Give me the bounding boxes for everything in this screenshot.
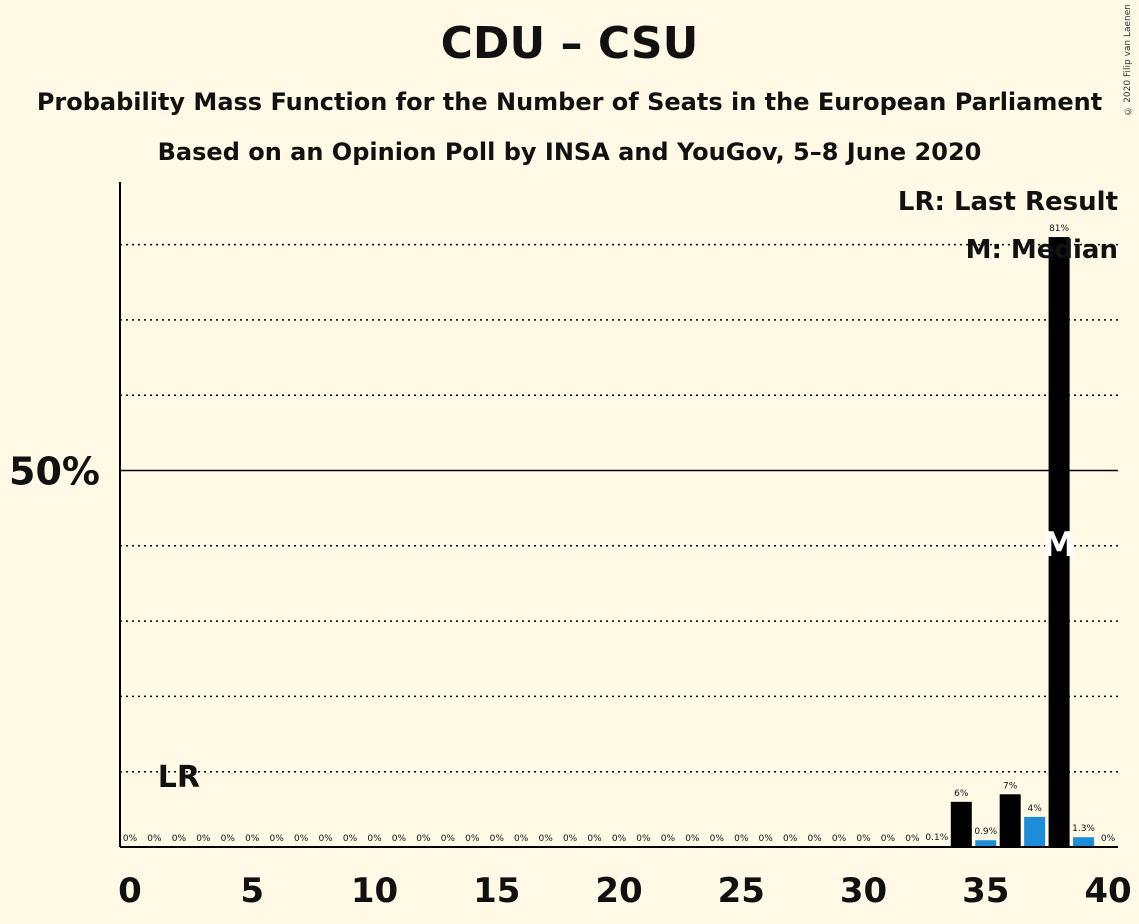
bar-label: 0%: [514, 834, 529, 844]
bar-label: 0%: [905, 834, 920, 844]
median-marker: M: [1042, 525, 1076, 565]
chart-subtitle: Probability Mass Function for the Number…: [36, 88, 1103, 116]
bar-label: 0%: [123, 834, 138, 844]
bar-label: 0%: [759, 834, 774, 844]
bar-label: 0%: [147, 834, 162, 844]
bar-label: 0%: [881, 834, 896, 844]
bar-label: 0%: [294, 834, 309, 844]
bar: [999, 794, 1021, 847]
bar-label: 0%: [245, 834, 260, 844]
bar: [1024, 816, 1046, 847]
x-tick-labels: 0 5 10 15 20 25 30 35 40: [118, 871, 1132, 911]
bar-label: 7%: [1003, 781, 1018, 791]
bar: [1073, 837, 1095, 847]
bar-label: 1.3%: [1072, 824, 1095, 834]
bar-label: 4%: [1028, 804, 1043, 814]
bar-label: 0%: [832, 834, 847, 844]
bar-label: 0%: [318, 834, 333, 844]
bar-label: 0%: [172, 834, 187, 844]
legend-last-result: LR: Last Result: [898, 187, 1118, 217]
x-tick-label: 20: [595, 871, 642, 911]
bar-label: 0%: [270, 834, 285, 844]
bar-label: 0%: [783, 834, 798, 844]
bar-label: 0.1%: [925, 833, 948, 843]
x-tick-label: 5: [240, 871, 264, 911]
bar-label: 0%: [807, 834, 822, 844]
axes: 50%: [9, 182, 1118, 848]
bar-label: 0%: [734, 834, 749, 844]
bar: [975, 840, 997, 847]
bar-label: 0%: [710, 834, 725, 844]
bar: [950, 801, 972, 847]
bar-label: 0%: [587, 834, 602, 844]
bar-label: 0%: [661, 834, 676, 844]
x-tick-label: 0: [118, 871, 142, 911]
gridlines: [120, 243, 1118, 773]
bar: [1048, 237, 1070, 847]
bar-label: 0%: [539, 834, 554, 844]
x-tick-label: 40: [1084, 871, 1131, 911]
bar-label: 0%: [685, 834, 700, 844]
x-tick-label: 30: [840, 871, 887, 911]
bar-label: 0%: [465, 834, 480, 844]
bar-label: 0%: [636, 834, 651, 844]
bar-label: 0.9%: [974, 827, 997, 837]
chart-title: CDU – CSU: [440, 18, 699, 69]
legend-median: M: Median: [966, 235, 1118, 265]
bar-label: 0%: [221, 834, 236, 844]
bar-label: 0%: [196, 834, 211, 844]
x-tick-label: 25: [718, 871, 765, 911]
bar-label: 0%: [612, 834, 627, 844]
x-tick-label: 10: [351, 871, 398, 911]
legend: LR: Last Result M: Median: [898, 187, 1118, 265]
bar-label: 0%: [441, 834, 456, 844]
bar-labels: 0% 0% 0% 0% 0% 0% 0% 0% 0% 0% 0% 0% 0% 0% 0% 0% 0% 0% 0% 0%…: [123, 224, 1116, 844]
markers: LR M: [158, 525, 1076, 795]
bar-label: 81%: [1049, 224, 1069, 234]
bar-label: 0%: [563, 834, 578, 844]
bar-label: 0%: [1101, 834, 1116, 844]
bar-label: 0%: [416, 834, 431, 844]
x-tick-label: 15: [473, 871, 520, 911]
bar-label: 0%: [856, 834, 871, 844]
bar-label: 0%: [343, 834, 358, 844]
chart-subtitle-poll: Based on an Opinion Poll by INSA and You…: [157, 138, 982, 166]
last-result-marker: LR: [158, 760, 200, 795]
bar-label: 0%: [392, 834, 407, 844]
bar-label: 6%: [954, 789, 969, 799]
y-tick-label: 50%: [9, 450, 100, 494]
bar-label: 0%: [367, 834, 382, 844]
x-tick-label: 35: [962, 871, 1009, 911]
bar-label: 0%: [490, 834, 505, 844]
